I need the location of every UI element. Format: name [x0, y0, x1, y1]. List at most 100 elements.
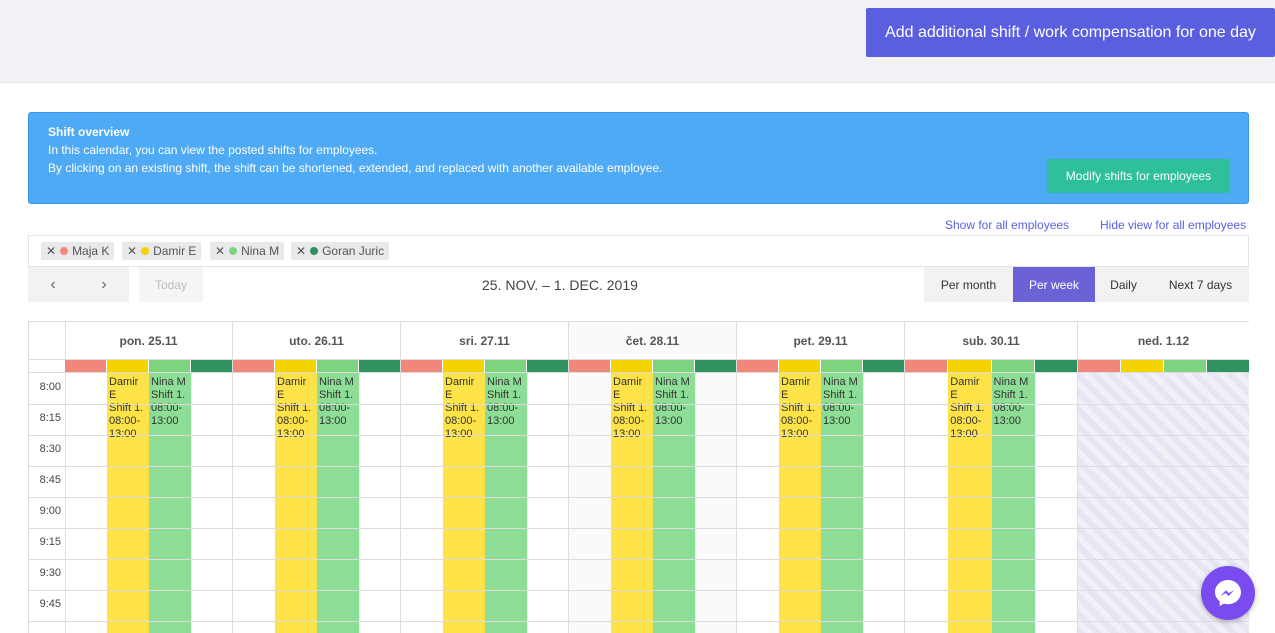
shift-text: 08:00- [277, 415, 309, 427]
view-per-week[interactable]: Per week [1013, 267, 1095, 302]
employee-filter-bar: ✕ Maja K ✕ Damir E ✕ Nina M ✕ Goran Juri… [28, 235, 1249, 267]
shift-text: Shift 1. [487, 389, 522, 401]
lane-divider [1207, 372, 1208, 633]
time-label: 9:00 [39, 505, 61, 517]
day-header[interactable]: ned. 1.12 [1078, 322, 1249, 359]
shift-block[interactable]: Damir E Shift 1. 08:00- 13:00 [611, 373, 653, 633]
shift-block[interactable]: Damir E Shift 1. 08:00- 13:00 [779, 373, 821, 633]
shift-block[interactable]: Nina M Shift 1. 08:00- 13:00 [317, 373, 359, 633]
shift-text: 08:00- [445, 415, 477, 427]
shift-text: 08:00- [781, 415, 813, 427]
shift-text: 13:00 [823, 415, 851, 427]
show-all-employees-link[interactable]: Show for all employees [945, 218, 1070, 232]
shift-block[interactable]: Damir E Shift 1. 08:00- 13:00 [443, 373, 485, 633]
add-shift-button[interactable]: Add additional shift / work compensation… [866, 8, 1275, 57]
shift-text: 08:00- [613, 415, 645, 427]
chip-label: Nina M [241, 244, 280, 258]
shift-text: 08:00- [109, 415, 141, 427]
time-label: 8:00 [39, 381, 61, 393]
shift-block[interactable]: Nina M Shift 1. 08:00- 13:00 [991, 373, 1035, 633]
chevron-left-icon: ‹ [50, 275, 56, 293]
remove-icon[interactable]: ✕ [127, 244, 138, 258]
employee-lane-color [991, 360, 1034, 372]
shift-block[interactable]: Nina M Shift 1. 08:00- 13:00 [821, 373, 863, 633]
employee-lane-color [485, 360, 526, 372]
employee-chip[interactable]: ✕ Damir E [122, 242, 202, 260]
remove-icon[interactable]: ✕ [296, 244, 307, 258]
employee-chip[interactable]: ✕ Maja K [41, 242, 115, 260]
color-dot-icon [141, 247, 150, 255]
day-divider [736, 322, 737, 633]
shift-text: E [109, 389, 117, 401]
lane-divider [191, 372, 192, 633]
view-daily[interactable]: Daily [1110, 277, 1137, 292]
time-row-divider [29, 466, 1249, 467]
time-row-divider [29, 590, 1249, 591]
employee-chip[interactable]: ✕ Nina M [210, 242, 285, 260]
shift-text: Nina M [151, 376, 186, 388]
shift-overview-banner: Shift overview In this calendar, you can… [28, 112, 1249, 204]
shift-text: 08:00- [823, 402, 855, 414]
shift-block[interactable]: Nina M Shift 1. 08:00- 13:00 [149, 373, 191, 633]
day-divider [568, 322, 569, 633]
view-per-month[interactable]: Per month [940, 277, 997, 292]
shift-block[interactable]: Nina M Shift 1. 08:00- 13:00 [653, 373, 695, 633]
shift-text: E [277, 389, 285, 401]
messenger-chat-button[interactable] [1201, 566, 1255, 620]
time-row-divider [29, 528, 1249, 529]
banner-text-2: By clicking on an existing shift, the sh… [48, 161, 663, 175]
shift-text: Nina M [319, 376, 354, 388]
shift-text: 13:00 [487, 415, 515, 427]
employee-lane-color [611, 360, 652, 372]
employee-chip[interactable]: ✕ Goran Juric [291, 242, 390, 260]
shift-text: 08:00- [993, 402, 1025, 414]
shift-text: Damir [950, 376, 980, 388]
view-next-7-days[interactable]: Next 7 days [1168, 277, 1233, 292]
color-dot-icon [60, 247, 69, 255]
day-header[interactable]: čet. 28.11 [569, 322, 737, 359]
shift-text: 13:00 [781, 428, 809, 440]
shift-text: 13:00 [950, 428, 978, 440]
day-header[interactable]: sub. 30.11 [905, 322, 1078, 359]
shift-text: 13:00 [993, 415, 1022, 427]
remove-icon[interactable]: ✕ [46, 244, 57, 258]
shift-text: Damir [277, 376, 307, 388]
time-column-divider [65, 322, 66, 633]
today-button[interactable]: Today [139, 267, 203, 302]
day-header[interactable]: pet. 29.11 [737, 322, 905, 359]
shift-text: 13:00 [319, 415, 347, 427]
employee-lane-color [527, 360, 568, 372]
hide-all-employees-link[interactable]: Hide view for all employees [1100, 218, 1247, 232]
shift-block[interactable]: Damir E Shift 1. 08:00- 13:00 [107, 373, 149, 633]
shift-block[interactable]: Damir E Shift 1. 08:00- 13:00 [948, 373, 992, 633]
remove-icon[interactable]: ✕ [215, 244, 226, 258]
employee-lane-color [107, 360, 148, 372]
chip-label: Maja K [72, 244, 110, 258]
next-week-button[interactable]: › [79, 267, 129, 302]
lane-divider [1121, 372, 1122, 633]
shift-text: 13:00 [445, 428, 473, 440]
prev-week-button[interactable]: ‹ [28, 267, 78, 302]
modify-shifts-button[interactable]: Modify shifts for employees [1047, 159, 1230, 193]
employee-lane-color [1121, 360, 1163, 372]
shift-text: Nina M [823, 376, 858, 388]
day-header[interactable]: pon. 25.11 [65, 322, 233, 359]
employee-lane-color [65, 360, 106, 372]
shift-text: E [781, 389, 789, 401]
shift-text: Nina M [993, 376, 1029, 388]
employee-lane-color [905, 360, 948, 372]
employee-lane-color [1034, 360, 1077, 372]
employee-lane-color [1078, 360, 1120, 372]
employee-lane-color [1207, 360, 1249, 372]
shift-block[interactable]: Nina M Shift 1. 08:00- 13:00 [485, 373, 527, 633]
shift-block[interactable]: Damir E Shift 1. 08:00- 13:00 [275, 373, 317, 633]
employee-lane-color [191, 360, 232, 372]
employee-lane-color [569, 360, 610, 372]
day-header[interactable]: uto. 26.11 [233, 322, 401, 359]
employee-lane-color [317, 360, 358, 372]
employee-lane-color [359, 360, 400, 372]
shift-text: Nina M [487, 376, 522, 388]
banner-title: Shift overview [48, 125, 130, 139]
day-header[interactable]: sri. 27.11 [401, 322, 569, 359]
employee-lane-color [149, 360, 190, 372]
